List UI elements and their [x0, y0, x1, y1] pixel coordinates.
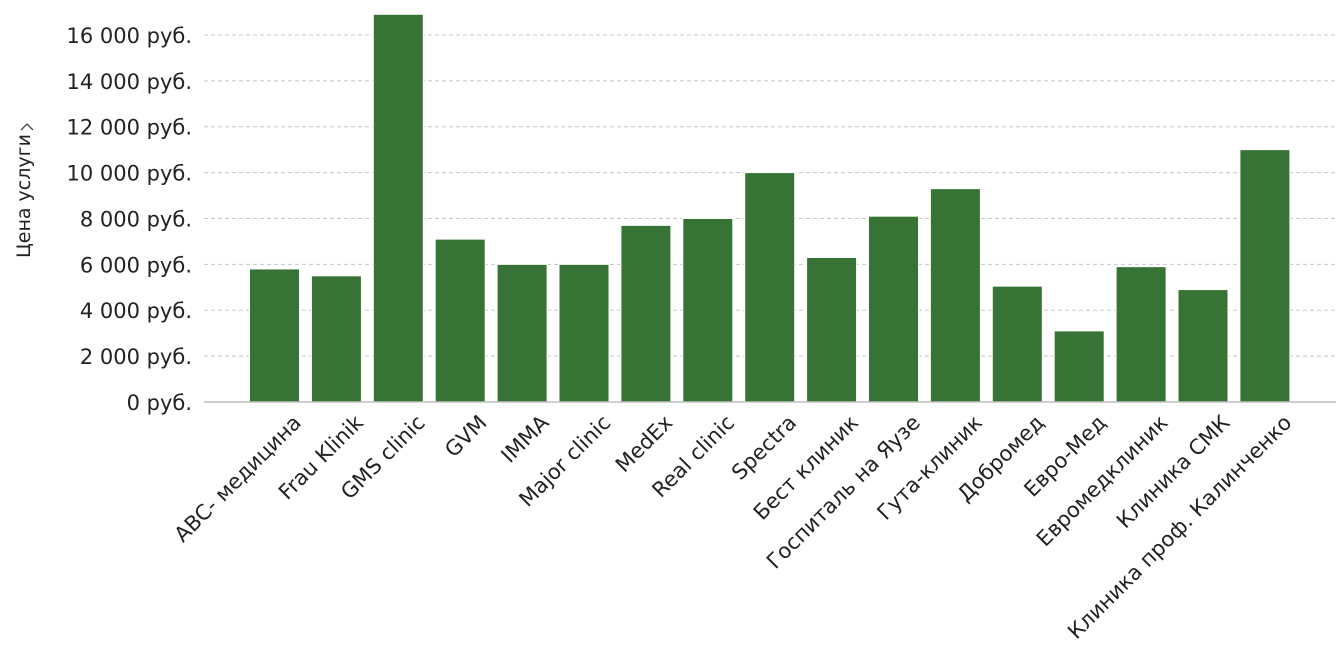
- bar: [496, 263, 548, 403]
- y-tick-label: 4 000 руб.: [80, 299, 192, 323]
- y-tick-label: 8 000 руб.: [80, 207, 192, 231]
- bar: [868, 215, 919, 403]
- y-axis-title: Цена услуги: [13, 123, 35, 258]
- bars: [249, 13, 1291, 403]
- bar: [806, 256, 858, 403]
- y-tick-label: 16 000 руб.: [66, 24, 192, 48]
- y-tick-label: 2 000 руб.: [80, 345, 192, 369]
- bar: [249, 268, 300, 403]
- bar: [744, 172, 796, 403]
- x-category-label: Клиника СМК: [1112, 410, 1235, 533]
- bar: [929, 188, 981, 403]
- bar: [1115, 266, 1167, 403]
- y-tick-label: 14 000 руб.: [66, 70, 192, 94]
- y-tick-label: 6 000 руб.: [80, 253, 192, 277]
- bar: [682, 217, 734, 403]
- y-tick-label: 12 000 руб.: [66, 116, 192, 140]
- chevron-right-icon: [20, 123, 34, 131]
- x-category-label: GVM: [440, 410, 491, 461]
- bar: [1239, 149, 1291, 403]
- bar: [1177, 289, 1229, 403]
- bar: [620, 224, 672, 403]
- bar: [310, 275, 362, 403]
- y-axis-title-text: Цена услуги: [13, 134, 35, 258]
- bar: [558, 263, 610, 403]
- bar: [991, 285, 1043, 403]
- x-category-label: IMMA: [496, 410, 554, 468]
- bar: [1053, 330, 1105, 403]
- bar: [372, 13, 424, 403]
- x-category-label: Клиника проф. Калинченко: [1063, 410, 1296, 643]
- y-axis-ticks: 0 руб. 2 000 руб. 4 000 руб. 6 000 руб. 8 00…: [66, 24, 192, 415]
- bar: [434, 238, 486, 403]
- y-tick-label: 0 руб.: [127, 391, 192, 415]
- y-tick-label: 10 000 руб.: [66, 162, 192, 186]
